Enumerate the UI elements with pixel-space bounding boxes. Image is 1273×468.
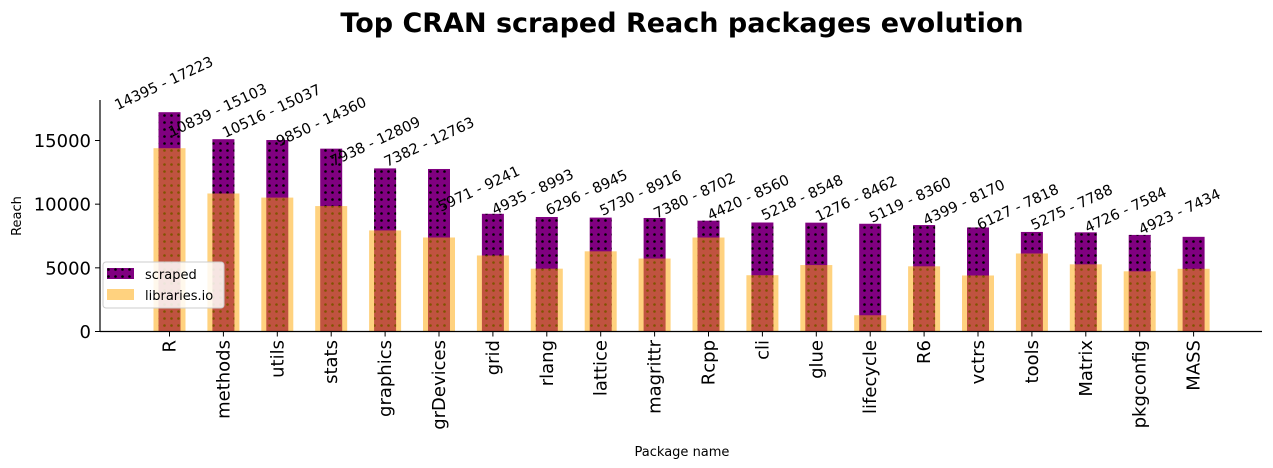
- bar-libraries-10: [692, 237, 725, 332]
- x-tick-label-3: stats: [321, 340, 342, 384]
- x-tick-label-0: R: [160, 340, 181, 353]
- bar-libraries-12: [800, 265, 833, 332]
- bar-libraries-16: [1015, 253, 1048, 332]
- x-tick-label-16: tools: [1022, 340, 1043, 383]
- bar-libraries-4: [369, 230, 402, 332]
- bar-libraries-14: [908, 266, 941, 332]
- x-tick-label-18: pkgconfig: [1130, 340, 1151, 428]
- x-tick-label-15: vctrs: [968, 340, 989, 384]
- x-tick-label-12: glue: [806, 340, 827, 379]
- bar-libraries-15: [962, 275, 994, 332]
- x-tick-label-7: rlang: [537, 340, 558, 386]
- bar-libraries-7: [530, 268, 563, 332]
- data-label-0: 14395 - 17223: [112, 54, 215, 114]
- y-tick-label-0: 0: [80, 322, 91, 343]
- legend-label-scraped: scraped: [145, 268, 197, 283]
- x-axis-label: Package name: [635, 445, 730, 460]
- legend-swatch-scraped-dots: [107, 268, 134, 279]
- y-tick-label-2: 10000: [34, 195, 91, 216]
- bar-libraries-17: [1069, 264, 1102, 332]
- bar-libraries-19: [1177, 268, 1210, 332]
- chart-title: Top CRAN scraped Reach packages evolutio…: [340, 8, 1023, 39]
- y-tick-label-1: 5000: [45, 258, 91, 279]
- y-axis-label: Reach: [10, 196, 25, 236]
- x-tick-label-10: Rcpp: [699, 340, 720, 385]
- x-tick-label-2: utils: [267, 340, 288, 378]
- bar-scraped-dots-13: [859, 223, 882, 332]
- bar-libraries-6: [476, 255, 509, 332]
- legend-swatch-libraries: [107, 289, 134, 300]
- x-tick-label-9: magrittr: [645, 339, 666, 414]
- y-tick-label-3: 15000: [34, 131, 91, 152]
- x-tick-label-14: R6: [914, 340, 935, 364]
- bar-libraries-5: [423, 237, 455, 332]
- legend-label-libraries: libraries.io: [145, 289, 213, 304]
- bar-libraries-18: [1123, 271, 1156, 332]
- x-tick-label-19: MASS: [1184, 340, 1205, 391]
- data-label-4: 7938 - 12809: [328, 114, 423, 170]
- x-tick-label-11: cli: [752, 340, 773, 360]
- x-tick-label-17: Matrix: [1076, 340, 1097, 397]
- x-tick-label-1: methods: [213, 340, 234, 419]
- x-tick-label-8: lattice: [591, 340, 612, 396]
- bar-libraries-13: [854, 315, 887, 332]
- bar-libraries-3: [315, 206, 348, 332]
- x-tick-label-5: grDevices: [429, 340, 450, 430]
- bar-libraries-9: [638, 258, 671, 332]
- x-tick-label-13: lifecycle: [860, 340, 881, 414]
- bar-libraries-8: [584, 251, 617, 332]
- bar-libraries-11: [746, 275, 779, 332]
- bar-libraries-2: [261, 197, 294, 332]
- legend: scraped libraries.io: [102, 261, 225, 309]
- x-tick-label-4: graphics: [375, 340, 396, 417]
- y-ticks: 0 5000 10000 15000: [34, 131, 100, 343]
- x-tick-label-6: grid: [483, 340, 504, 375]
